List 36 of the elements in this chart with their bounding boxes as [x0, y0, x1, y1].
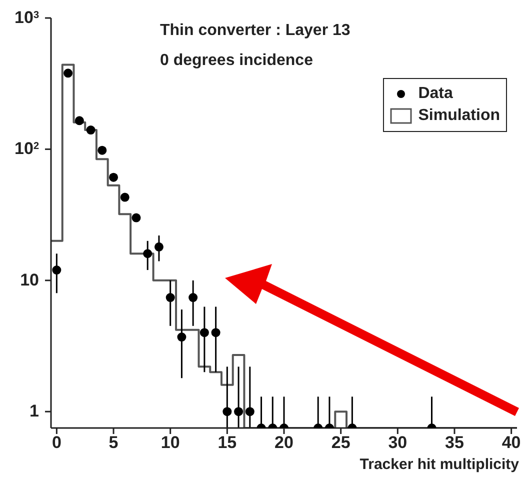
point — [245, 407, 254, 416]
y-tick-label: 10$^{3}$ — [14, 8, 40, 27]
point — [52, 266, 62, 275]
x-tick-label: 25 — [331, 433, 350, 452]
point — [74, 116, 84, 126]
x-tick-label: 30 — [388, 433, 408, 452]
point — [154, 242, 164, 252]
point — [200, 328, 209, 338]
x-tick-label: 35 — [445, 433, 464, 452]
point — [166, 293, 175, 302]
legend-label: Simulation — [418, 107, 500, 125]
x-tick-label: 0 — [52, 433, 62, 452]
point — [98, 146, 107, 155]
point — [132, 213, 141, 222]
point — [211, 328, 220, 338]
x-axis-title: Tracker hit multiplicity — [360, 456, 519, 474]
annotation: Thin converter : Layer 13 — [160, 22, 350, 40]
x-tick-label: 40 — [502, 433, 521, 452]
point — [120, 192, 130, 202]
point — [234, 407, 244, 416]
x-tick-label: 10 — [160, 433, 180, 452]
annotation: 0 degrees incidence — [160, 52, 313, 70]
point — [143, 249, 152, 258]
point — [109, 172, 118, 182]
point — [86, 126, 96, 135]
legend-label: Data — [418, 85, 453, 103]
point — [222, 407, 232, 416]
y-tick-label: 10$^{2}$ — [14, 139, 40, 158]
point — [188, 293, 198, 302]
point — [64, 68, 73, 78]
y-tick-label: 10 — [20, 270, 39, 290]
point — [177, 332, 186, 342]
x-tick-label: 5 — [108, 433, 118, 452]
x-tick-label: 15 — [218, 433, 237, 452]
x-tick-label: 20 — [274, 433, 294, 452]
y-tick-label: 1 — [30, 402, 39, 421]
